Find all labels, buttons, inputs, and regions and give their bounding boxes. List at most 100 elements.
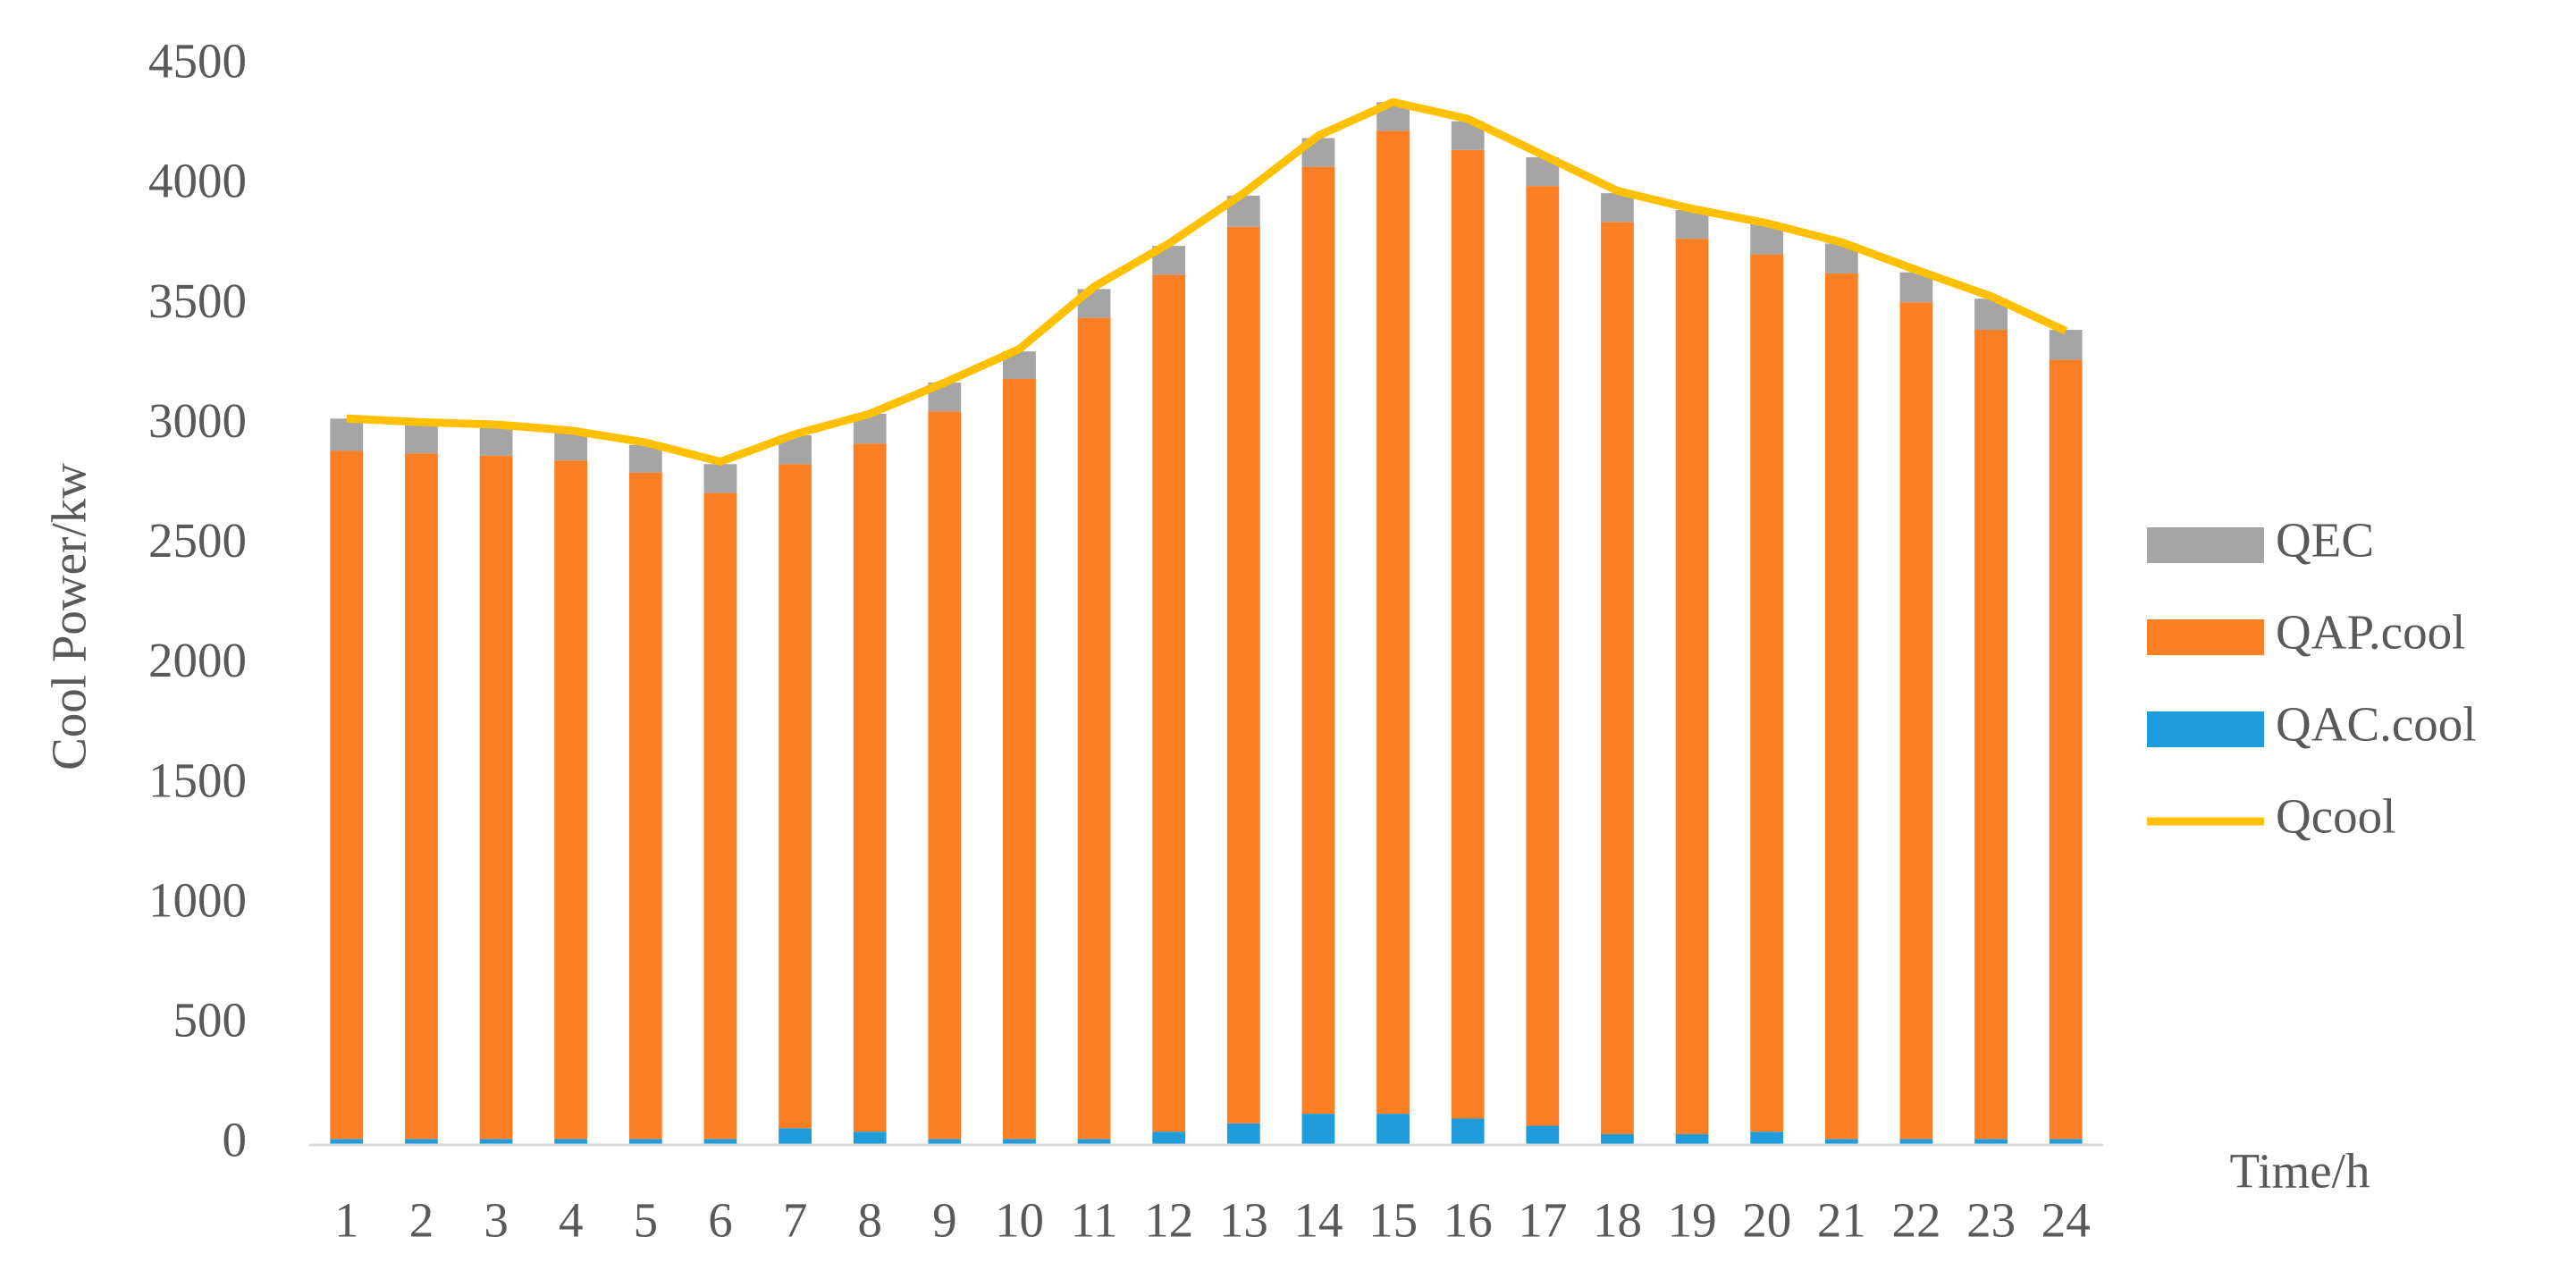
y-tick-label: 4500: [148, 34, 247, 88]
bar-segment: [1601, 222, 1634, 1134]
bar-segment: [1824, 273, 1858, 1140]
bar-segment: [1301, 1114, 1335, 1145]
bar-segment: [1675, 1133, 1709, 1145]
bar-segment: [554, 460, 588, 1140]
bar-segment: [1152, 1132, 1186, 1145]
bar-segment: [2049, 359, 2083, 1140]
bar-segment: [928, 1139, 962, 1145]
x-tick-label: 4: [559, 1193, 584, 1248]
legend-swatch: [2147, 619, 2264, 655]
line-series: [346, 97, 2068, 467]
bar-segment: [853, 1132, 887, 1145]
x-tick-label: 15: [1368, 1193, 1418, 1248]
bar-segment: [330, 418, 364, 451]
bar-segment: [330, 1139, 364, 1145]
bar-segment: [779, 464, 812, 1129]
bar-segment: [853, 443, 887, 1132]
bar-segment: [1601, 1133, 1634, 1145]
legend-label: Qcool: [2276, 789, 2395, 844]
y-tick-label: 500: [173, 993, 248, 1048]
bar-segment: [405, 1139, 438, 1145]
bar-segment: [479, 1139, 513, 1145]
legend-label: QEC: [2276, 513, 2374, 568]
bar-segment: [703, 1139, 737, 1145]
y-tick-label: 4000: [148, 154, 247, 208]
bar-segment: [2049, 1139, 2083, 1145]
bar-segment: [330, 450, 364, 1140]
x-tick-label: 7: [783, 1193, 808, 1248]
x-tick-label: 24: [2041, 1193, 2091, 1248]
x-tick-label: 8: [857, 1193, 882, 1248]
bar-segment: [1899, 302, 1933, 1140]
x-tick-label: 18: [1593, 1193, 1642, 1248]
x-tick-label: 14: [1293, 1193, 1343, 1248]
legend-label: QAC.cool: [2276, 697, 2477, 752]
bar-segment: [703, 464, 737, 493]
x-tick-label: 9: [932, 1193, 957, 1248]
bar-segment: [1451, 149, 1485, 1119]
x-tick-label: 13: [1219, 1193, 1268, 1248]
bar-segment: [1974, 330, 2008, 1140]
x-tick-label: 23: [1966, 1193, 2016, 1248]
bar-segment: [1750, 1132, 1784, 1145]
bar-segment: [1675, 239, 1709, 1134]
bar-segment: [779, 1128, 812, 1145]
x-tick-label: 1: [334, 1193, 359, 1248]
x-tick-label: 6: [708, 1193, 733, 1248]
y-tick-label: 2000: [148, 633, 247, 687]
bar-segment: [1376, 130, 1410, 1115]
x-tick-label: 20: [1742, 1193, 1791, 1248]
bar-segment: [2049, 330, 2083, 360]
bar-segment: [1077, 1139, 1111, 1145]
x-tick-label: 3: [484, 1193, 509, 1248]
x-tick-label: 2: [409, 1193, 434, 1248]
bar-segment: [1226, 1123, 1260, 1145]
legend-swatch: [2147, 527, 2264, 563]
bar-segment: [1003, 1139, 1036, 1145]
bar-segment: [1601, 193, 1634, 223]
bar-segment: [628, 1139, 662, 1145]
bar-segment: [1526, 1125, 1560, 1145]
x-tick-label: 16: [1444, 1193, 1493, 1248]
bar-segment: [1451, 1118, 1485, 1145]
y-tick-label: 1500: [148, 753, 247, 807]
bar-segment: [1301, 166, 1335, 1115]
bar-segment: [628, 472, 662, 1140]
bar-segment: [554, 432, 588, 461]
bar-segment: [405, 453, 438, 1140]
x-tick-label: 22: [1891, 1193, 1940, 1248]
bar-segment: [1226, 226, 1260, 1123]
x-tick-label: 12: [1144, 1193, 1193, 1248]
x-tick-label: 10: [995, 1193, 1044, 1248]
legend-label: QAP.cool: [2276, 605, 2465, 660]
x-tick-label: 17: [1518, 1193, 1567, 1248]
bar-segment: [1974, 1139, 2008, 1145]
x-tick-label: 11: [1071, 1193, 1118, 1248]
bar-segment: [1824, 1139, 1858, 1145]
bar-segment: [1152, 274, 1186, 1132]
x-tick-label: 5: [634, 1193, 659, 1248]
y-tick-label: 3500: [148, 273, 247, 328]
bar-segment: [405, 423, 438, 454]
bar-segment: [1899, 1139, 1933, 1145]
y-tick-label: 0: [223, 1113, 248, 1167]
bar-segment: [1526, 186, 1560, 1126]
bar-segment: [928, 411, 962, 1140]
bar-segment: [1750, 254, 1784, 1132]
y-axis-title: Cool Power/kw: [42, 463, 97, 770]
legend-swatch: [2147, 711, 2264, 747]
y-tick-label: 2500: [148, 513, 247, 568]
x-tick-label: 21: [1817, 1193, 1866, 1248]
bar-segment: [1003, 379, 1036, 1140]
bar-segment: [628, 444, 662, 473]
bar-segment: [703, 492, 737, 1140]
y-tick-label: 3000: [148, 393, 247, 448]
bar-segment: [479, 455, 513, 1140]
y-tick-label: 1000: [148, 872, 247, 927]
bar-segment: [554, 1139, 588, 1145]
bar-segment: [479, 425, 513, 456]
bar-segment: [1376, 1114, 1410, 1145]
bar-segment: [1077, 317, 1111, 1140]
x-tick-label: 19: [1668, 1193, 1717, 1248]
